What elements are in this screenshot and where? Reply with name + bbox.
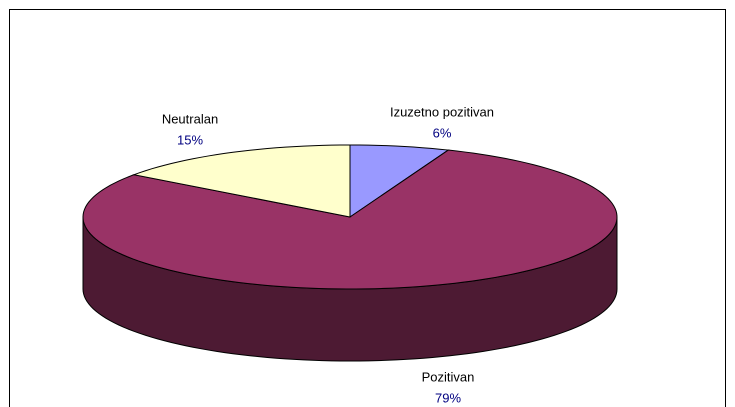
data-label-value: 15% (177, 132, 203, 147)
data-label-name: Neutralan (162, 111, 218, 126)
pie-slice (132, 144, 351, 218)
chart-frame (9, 9, 726, 407)
pie-slice (349, 144, 450, 218)
pie-slice (82, 149, 618, 290)
data-label-name: Pozitivan (422, 369, 475, 384)
data-label-value: 79% (435, 390, 461, 405)
data-label-name: Izuzetno pozitivan (390, 104, 494, 119)
data-label-value: 6% (433, 125, 452, 140)
